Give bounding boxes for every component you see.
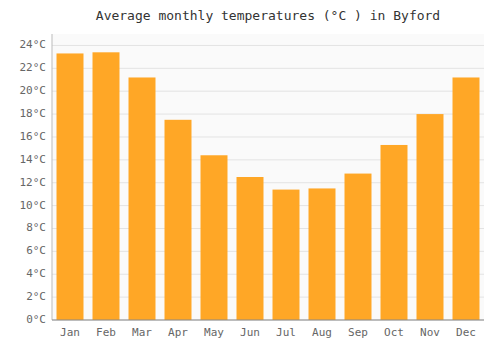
x-tick-label: Oct (384, 326, 404, 339)
y-tick-label: 2°C (26, 290, 46, 303)
bar (93, 52, 120, 320)
x-tick-label: May (204, 326, 224, 339)
y-tick-label: 14°C (20, 153, 47, 166)
y-tick-label: 8°C (26, 221, 46, 234)
y-tick-label: 22°C (20, 61, 47, 74)
bar (129, 77, 156, 320)
x-tick-label: Jan (60, 326, 80, 339)
bar (165, 120, 192, 320)
x-tick-label: Jun (240, 326, 260, 339)
y-axis-ticks: 0°C 2°C 4°C 6°C 8°C 10°C 12°C 14°C 16°C 18°C 20°C 2… (20, 38, 485, 326)
bar (57, 53, 84, 320)
bar (381, 145, 408, 320)
y-tick-label: 20°C (20, 84, 47, 97)
bar (345, 174, 372, 320)
bar (237, 177, 264, 320)
chart-title: Average monthly temperatures (°C ) in By… (96, 8, 440, 23)
y-tick-label: 12°C (20, 176, 47, 189)
bar (453, 77, 480, 320)
y-tick-label: 4°C (26, 267, 46, 280)
x-tick-label: Aug (312, 326, 332, 339)
y-tick-label: 18°C (20, 107, 47, 120)
grid-line (52, 45, 484, 46)
bar (201, 155, 228, 320)
x-tick-label: Nov (420, 326, 440, 339)
x-tick-label: Sep (348, 326, 368, 339)
x-axis-line (52, 320, 484, 321)
x-axis-ticks: Jan Feb Mar Apr May Jun Jul Aug Sep Oct Nov Dec (60, 326, 476, 339)
bar (273, 190, 300, 320)
x-tick-label: Jul (276, 326, 296, 339)
y-tick-label: 16°C (20, 130, 47, 143)
plot-area (52, 34, 484, 320)
x-tick-label: Apr (168, 326, 188, 339)
bar (309, 188, 336, 320)
x-tick-label: Mar (132, 326, 152, 339)
y-axis-line (52, 34, 53, 320)
bars (57, 52, 480, 320)
y-tick-label: 10°C (20, 199, 47, 212)
y-tick-label: 6°C (26, 244, 46, 257)
x-tick-label: Feb (96, 326, 116, 339)
y-tick-label: 0°C (26, 313, 46, 326)
y-tick-label: 24°C (20, 38, 47, 51)
chart-svg: 0°C 2°C 4°C 6°C 8°C 10°C 12°C 14°C 16°C 18°C 20°C 2… (0, 0, 500, 350)
grid-line (52, 320, 484, 321)
x-tick-label: Dec (456, 326, 476, 339)
bar (417, 114, 444, 320)
chart-container: 0°C 2°C 4°C 6°C 8°C 10°C 12°C 14°C 16°C 18°C 20°C 2… (0, 0, 500, 350)
